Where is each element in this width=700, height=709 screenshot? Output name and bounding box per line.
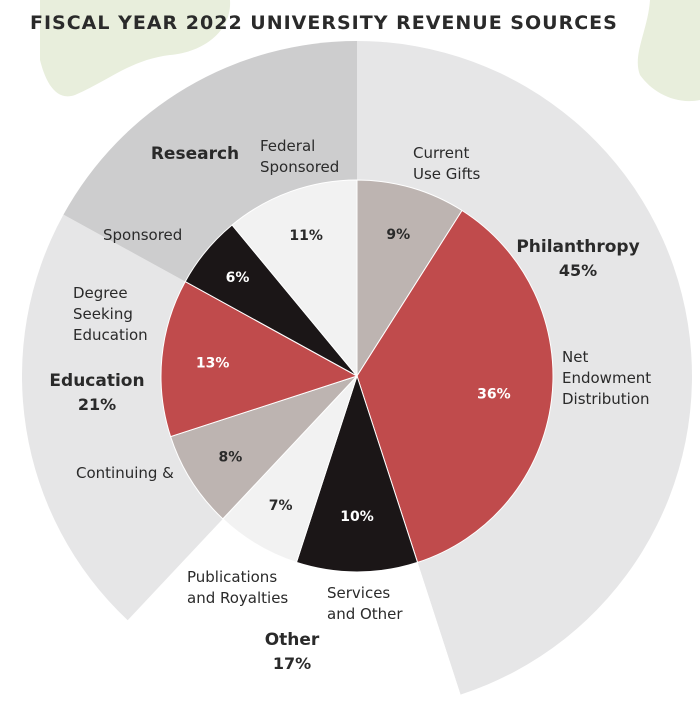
slice-category-label-4-line-2: and Royalties <box>187 589 288 607</box>
slice-category-label-2-line-2: Endowment <box>562 369 651 387</box>
group-value-other: 17% <box>273 654 311 673</box>
slice-category-label-3-line-2: and Other <box>327 605 403 623</box>
chart-title: FISCAL YEAR 2022 UNIVERSITY REVENUE SOUR… <box>30 12 618 34</box>
slice-value-label: 13% <box>196 355 230 371</box>
group-label-philanthropy: Philanthropy <box>516 237 639 257</box>
group-label-research: Research <box>151 144 239 164</box>
slice-value-label: 6% <box>226 270 250 286</box>
pie-slice-6 <box>160 280 359 438</box>
slice-value-label: 11% <box>289 228 323 244</box>
slice-value-label: 8% <box>218 449 242 465</box>
slice-category-label-8-line-2: Sponsored <box>260 158 339 176</box>
slice-category-label-7-line-1: Sponsored <box>103 226 182 244</box>
slice-category-label-8-line-1: Federal <box>260 137 315 155</box>
slice-value-label: 10% <box>340 509 374 525</box>
group-label-education: Education <box>49 371 144 391</box>
slice-category-label-6-line-2: Seeking <box>73 305 133 323</box>
slice-value-label: 36% <box>477 386 511 402</box>
pie-slice-3 <box>295 374 419 573</box>
slice-category-label-1-line-1: Current <box>413 144 469 162</box>
slice-value-label: 9% <box>386 227 410 243</box>
pie-slice-1 <box>356 179 463 378</box>
group-label-other: Other <box>265 630 320 650</box>
slice-category-label-3-line-1: Services <box>327 584 390 602</box>
slice-category-label-1-line-2: Use Gifts <box>413 165 480 183</box>
map-patch-right <box>637 0 700 102</box>
slice-category-label-5-line-1: Continuing & <box>76 464 174 482</box>
pie-slice-5 <box>169 375 358 520</box>
pie-slice-8 <box>231 179 358 378</box>
pie-slice-2 <box>356 209 554 564</box>
group-value-education: 21% <box>78 395 116 414</box>
slice-value-label: 7% <box>269 498 293 514</box>
slice-category-label-2-line-3: Distribution <box>562 390 650 408</box>
slice-category-label-6-line-3: Education <box>73 326 148 344</box>
map-patch-left <box>40 0 231 97</box>
group-value-philanthropy: 45% <box>559 261 597 280</box>
slice-category-label-4-line-1: Publications <box>187 568 277 586</box>
slice-category-label-2-line-1: Net <box>562 348 588 366</box>
slice-category-label-6-line-1: Degree <box>73 284 128 302</box>
